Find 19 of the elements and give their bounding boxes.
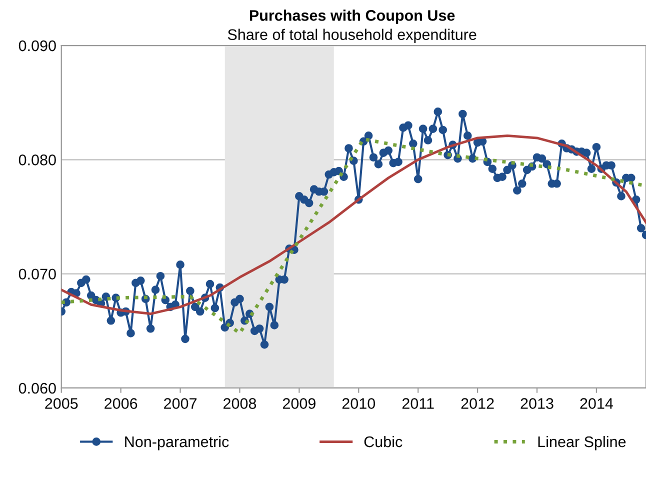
- y-tick-label: 0.090: [18, 40, 56, 52]
- x-tick-label: 2009: [282, 398, 316, 409]
- x-tick-label: 2005: [45, 398, 78, 409]
- y-tick-label: 0.070: [18, 268, 56, 280]
- x-tick-label: 2007: [164, 398, 197, 409]
- legend-label: Linear Spline: [538, 436, 626, 450]
- x-tick-label: 2008: [224, 398, 256, 409]
- x-tick-label: 2014: [580, 398, 614, 409]
- x-tick-label: 2006: [104, 398, 138, 409]
- legend-label: Cubic: [364, 436, 402, 448]
- y-tick-label: 0.080: [18, 154, 56, 166]
- legend-label: Non-parametric: [125, 436, 229, 450]
- x-tick-label: 2013: [520, 398, 554, 409]
- x-tick-label: 2011: [402, 398, 434, 409]
- y-tick-label: 0.060: [18, 382, 56, 394]
- x-tick-label: 2012: [461, 398, 494, 409]
- chart-subtitle: Share of total household expenditure: [228, 28, 476, 44]
- chart-title: Purchases with Coupon Use: [250, 10, 455, 24]
- x-tick-label: 2010: [342, 398, 376, 409]
